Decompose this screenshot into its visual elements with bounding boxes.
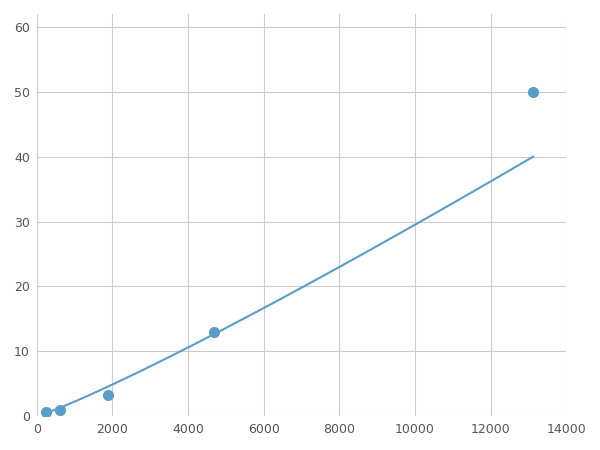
Point <box>529 88 538 95</box>
Point <box>103 392 113 399</box>
Point <box>41 408 51 415</box>
Point <box>209 328 219 335</box>
Point <box>56 406 65 413</box>
